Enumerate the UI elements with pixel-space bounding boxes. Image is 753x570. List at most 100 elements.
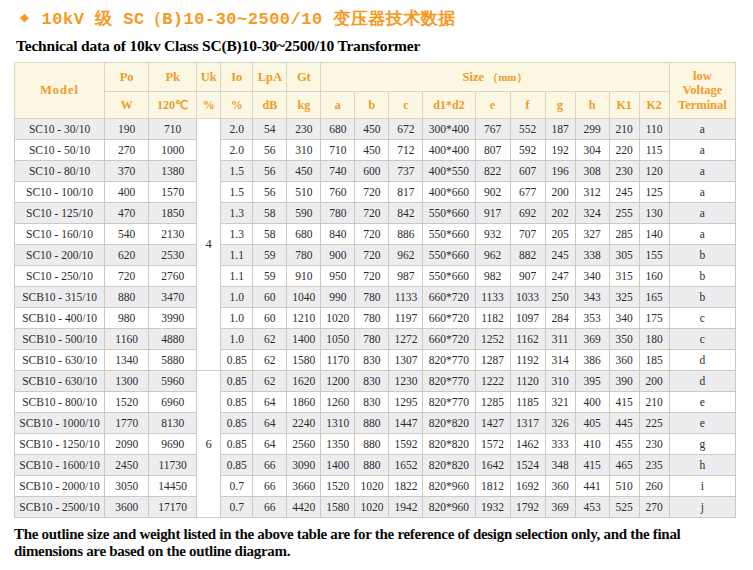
unit-po: W: [105, 92, 149, 119]
model-cell: SC10 - 125/10: [15, 203, 105, 224]
data-cell: 1340: [105, 350, 149, 371]
data-cell: d: [669, 371, 735, 392]
data-cell: 1860: [287, 392, 321, 413]
data-cell: 348: [545, 455, 575, 476]
table-row: SC10 - 250/1072027601.159910950720987550…: [15, 266, 736, 287]
data-cell: 270: [105, 140, 149, 161]
data-cell: 308: [575, 161, 609, 182]
data-cell: 310: [545, 371, 575, 392]
data-cell: 350: [609, 329, 639, 350]
unit-gt: kg: [287, 92, 321, 119]
data-cell: 1400: [287, 329, 321, 350]
header-size-k2: K2: [639, 92, 669, 119]
data-cell: 255: [609, 203, 639, 224]
data-cell: 2450: [105, 455, 149, 476]
data-cell: 840: [321, 224, 355, 245]
data-cell: 820*960: [423, 476, 475, 497]
data-cell: 540: [105, 224, 149, 245]
data-cell: 453: [575, 497, 609, 518]
table-row: SCB10 - 630/101300596060.856216201200830…: [15, 371, 736, 392]
data-cell: 1.0: [221, 308, 253, 329]
data-cell: 445: [609, 413, 639, 434]
data-cell: 1033: [510, 287, 545, 308]
data-cell: 1.0: [221, 287, 253, 308]
data-cell: 720: [355, 224, 389, 245]
unit-pk: 120℃: [149, 92, 197, 119]
data-cell: 820*770: [423, 350, 475, 371]
data-cell: 2090: [105, 434, 149, 455]
data-cell: 1580: [321, 497, 355, 518]
page: ◆ 10kV 级 SC（B)10-30~2500/10 变压器技术数据 Tech…: [0, 0, 753, 560]
data-cell: 707: [510, 224, 545, 245]
data-cell: 1592: [389, 434, 423, 455]
data-cell: 672: [389, 119, 423, 140]
table-row: SCB10 - 800/10152069600.8564186012608301…: [15, 392, 736, 413]
data-cell: 820*770: [423, 392, 475, 413]
data-cell: 62: [253, 329, 287, 350]
data-cell: 1020: [321, 308, 355, 329]
data-cell: 369: [545, 497, 575, 518]
model-cell: SCB10 - 500/10: [15, 329, 105, 350]
table-row: SCB10 - 630/10134058800.8562158011708301…: [15, 350, 736, 371]
data-cell: 1210: [287, 308, 321, 329]
data-cell: 820*820: [423, 434, 475, 455]
data-cell: 400: [575, 392, 609, 413]
data-cell: 1020: [355, 497, 389, 518]
data-cell: 340: [609, 308, 639, 329]
data-cell: 1652: [389, 455, 423, 476]
data-cell: 830: [355, 350, 389, 371]
data-cell: 1447: [389, 413, 423, 434]
data-cell: 830: [355, 392, 389, 413]
data-cell: 0.85: [221, 455, 253, 476]
table-row: SC10 - 80/1037013801.556450740600737400*…: [15, 161, 736, 182]
data-cell: 300*400: [423, 119, 475, 140]
data-cell: b: [669, 245, 735, 266]
data-cell: 2240: [287, 413, 321, 434]
data-cell: 327: [575, 224, 609, 245]
data-cell: 340: [575, 266, 609, 287]
page-title-en: Technical data of 10kv Class SC(B)10-30~…: [16, 37, 739, 55]
data-cell: 0.85: [221, 371, 253, 392]
uk-merged-cell: 6: [197, 371, 221, 518]
data-cell: 455: [609, 434, 639, 455]
header-row-1: Model Po Pk Uk Io LpA Gt Size （mm） low V…: [15, 63, 736, 92]
data-cell: 60: [253, 308, 287, 329]
data-cell: 66: [253, 497, 287, 518]
data-cell: 720: [105, 266, 149, 287]
data-cell: 620: [105, 245, 149, 266]
data-cell: 299: [575, 119, 609, 140]
data-cell: 270: [639, 497, 669, 518]
data-cell: 210: [609, 119, 639, 140]
data-cell: 321: [545, 392, 575, 413]
data-cell: 324: [575, 203, 609, 224]
data-cell: 3050: [105, 476, 149, 497]
unit-lpa: dB: [253, 92, 287, 119]
data-cell: a: [669, 182, 735, 203]
data-cell: 720: [355, 203, 389, 224]
data-cell: 3660: [287, 476, 321, 497]
data-cell: 880: [105, 287, 149, 308]
data-cell: 310: [287, 140, 321, 161]
data-cell: 720: [355, 182, 389, 203]
data-cell: h: [669, 455, 735, 476]
data-cell: 3470: [149, 287, 197, 308]
data-cell: 760: [321, 182, 355, 203]
data-cell: 1524: [510, 455, 545, 476]
data-cell: 360: [545, 476, 575, 497]
table-row: SCB10 - 1000/10177081300.856422401310880…: [15, 413, 736, 434]
data-cell: 187: [545, 119, 575, 140]
data-cell: 680: [287, 224, 321, 245]
data-cell: 780: [287, 245, 321, 266]
header-size-a: a: [321, 92, 355, 119]
header-size-label: Size: [463, 70, 485, 84]
data-cell: 235: [639, 455, 669, 476]
data-cell: 1160: [105, 329, 149, 350]
data-cell: 1850: [149, 203, 197, 224]
data-cell: 0.85: [221, 392, 253, 413]
data-cell: 780: [355, 287, 389, 308]
data-cell: 465: [609, 455, 639, 476]
data-cell: 190: [105, 119, 149, 140]
data-cell: a: [669, 119, 735, 140]
data-cell: 1133: [389, 287, 423, 308]
data-cell: 1200: [321, 371, 355, 392]
